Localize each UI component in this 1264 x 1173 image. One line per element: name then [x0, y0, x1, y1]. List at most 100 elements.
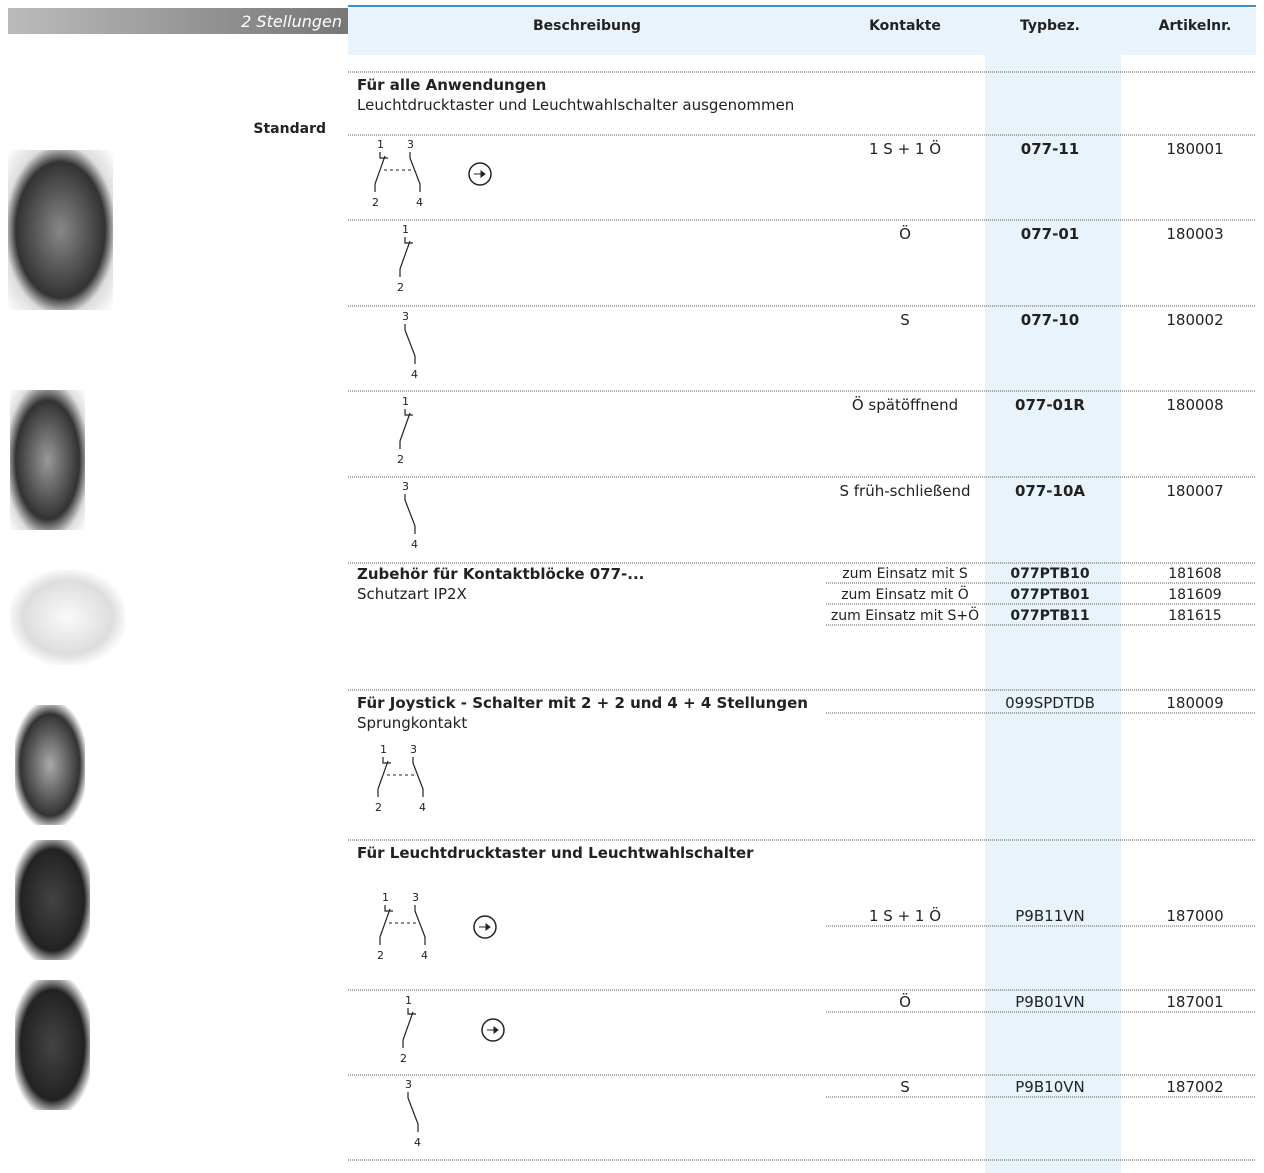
terminal-label: 3 [405, 1078, 412, 1091]
column-header: Beschreibung [533, 18, 641, 34]
terminal-label: 3 [407, 138, 414, 151]
terminal-label: 4 [411, 368, 418, 381]
contact [407, 1092, 419, 1132]
column-header: Kontakte [869, 18, 941, 34]
typ: 077-10A [1014, 482, 1086, 500]
typ: 077-01R [1015, 396, 1085, 414]
typ: 077-01 [1020, 225, 1080, 243]
typ: P9B11VN [1015, 907, 1085, 925]
typ: 077PTB01 [1010, 587, 1090, 603]
artikel: 181608 [1168, 566, 1222, 582]
kontakte: Ö [899, 225, 911, 243]
header-rule [348, 5, 1256, 7]
typ: P9B10VN [1015, 1078, 1085, 1096]
column-header: Typbez. [1019, 18, 1081, 34]
contact [412, 757, 424, 797]
section-title: Für Joystick - Schalter mit 2 + 2 und 4 … [357, 694, 808, 712]
typ-column-bg [985, 8, 1121, 1173]
terminal-label: 3 [402, 310, 409, 323]
kontakte: zum Einsatz mit S+Ö [830, 608, 980, 624]
column-header: Artikelnr. [1158, 18, 1232, 34]
terminal-label: 2 [372, 196, 379, 209]
section-subtitle: Sprungkontakt [357, 714, 468, 732]
terminal-label: 1 [402, 223, 409, 236]
section-bar [8, 8, 348, 34]
terminal-label: 3 [410, 743, 417, 756]
terminal-label: 1 [405, 994, 412, 1007]
terminal-label: 3 [412, 891, 419, 904]
typ: 077-11 [1020, 140, 1080, 158]
kontakte: S früh-schließend [839, 482, 971, 500]
kontakte: S [900, 311, 910, 329]
terminal-label: 1 [380, 743, 387, 756]
artikel: 180007 [1166, 482, 1224, 500]
typ: 077PTB10 [1010, 566, 1090, 582]
contact [404, 324, 416, 364]
terminal-label: 1 [377, 138, 384, 151]
kontakte: 1 S + 1 Ö [868, 907, 942, 925]
contact [399, 237, 413, 277]
contact [414, 905, 426, 945]
typ: 077-10 [1020, 311, 1080, 329]
contact [374, 152, 388, 192]
actuator-icon [468, 162, 492, 186]
typ: 099SPDTDB [1005, 694, 1095, 712]
artikel: 181615 [1168, 608, 1222, 624]
contact [409, 152, 421, 192]
artikel: 180002 [1166, 311, 1224, 329]
terminal-label: 2 [375, 801, 382, 814]
kontakte: Ö [899, 993, 911, 1011]
artikel: 187000 [1166, 907, 1224, 925]
section-label: 2 Stellungen [241, 12, 342, 31]
product-image [15, 705, 85, 825]
section-subtitle: Schutzart IP2X [357, 585, 467, 603]
actuator-icon [481, 1018, 505, 1042]
kontakte: 1 S + 1 Ö [868, 140, 942, 158]
kontakte: zum Einsatz mit Ö [841, 587, 969, 603]
product-image [10, 570, 125, 665]
group-label: Standard [253, 121, 326, 137]
actuator-arrow [474, 170, 486, 178]
terminal-label: 4 [419, 801, 426, 814]
actuator-arrow [487, 1026, 499, 1034]
contact [404, 494, 416, 534]
actuator-icon [473, 915, 497, 939]
product-image [10, 390, 85, 530]
contact [402, 1008, 416, 1048]
terminal-label: 2 [377, 949, 384, 962]
terminal-label: 2 [397, 453, 404, 466]
kontakte: Ö spätöffnend [851, 396, 959, 414]
terminal-label: 3 [402, 480, 409, 493]
artikel: 181609 [1168, 587, 1222, 603]
terminal-label: 2 [400, 1052, 407, 1065]
typ: 077PTB11 [1010, 608, 1090, 624]
section-title: Für Leuchtdrucktaster und Leuchtwahlscha… [357, 844, 754, 862]
actuator-arrow [479, 923, 491, 931]
typ: P9B01VN [1015, 993, 1085, 1011]
artikel: 187001 [1166, 993, 1224, 1011]
section-subtitle: Leuchtdrucktaster und Leuchtwahlschalter… [357, 96, 795, 114]
header-bg [348, 8, 1256, 55]
contact [379, 905, 393, 945]
section-title: Für alle Anwendungen [357, 76, 547, 94]
artikel: 180009 [1166, 694, 1224, 712]
artikel: 180001 [1166, 140, 1224, 158]
product-image [15, 840, 90, 960]
artikel: 180003 [1166, 225, 1224, 243]
kontakte: zum Einsatz mit S [842, 566, 968, 582]
terminal-label: 4 [416, 196, 423, 209]
terminal-label: 4 [421, 949, 428, 962]
artikel: 187002 [1166, 1078, 1224, 1096]
terminal-label: 4 [414, 1136, 421, 1149]
terminal-label: 1 [382, 891, 389, 904]
contact [399, 409, 413, 449]
artikel: 180008 [1166, 396, 1224, 414]
terminal-label: 2 [397, 281, 404, 294]
terminal-label: 4 [411, 538, 418, 551]
kontakte: S [900, 1078, 910, 1096]
product-image [15, 980, 90, 1110]
contact [377, 757, 391, 797]
product-image [8, 150, 113, 310]
